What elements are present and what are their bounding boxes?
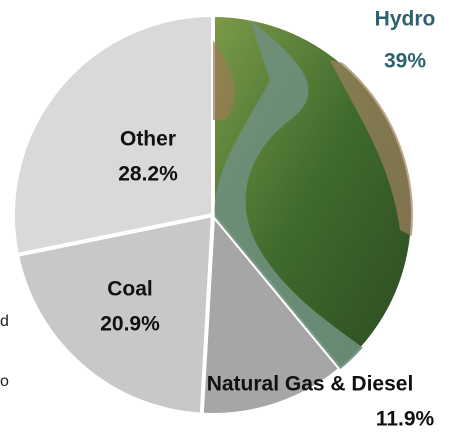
chart: d o Hydro 39% Natural Gas & Diesel 11.9% Coa… bbox=[0, 0, 463, 438]
slice-label: Other bbox=[120, 128, 176, 151]
slice-label: Natural Gas & Diesel bbox=[207, 373, 414, 396]
slice-value: 28.2% bbox=[118, 163, 178, 186]
slice-label: Coal bbox=[107, 278, 153, 301]
slice-value: 20.9% bbox=[100, 313, 160, 336]
cropped-text: o bbox=[0, 373, 9, 390]
cropped-text: d bbox=[0, 313, 9, 330]
slice-value: 11.9% bbox=[376, 408, 435, 431]
slice-label: Hydro bbox=[375, 8, 436, 31]
pie-slice bbox=[13, 15, 213, 255]
slice-value: 39% bbox=[384, 50, 426, 73]
page: {"chart_data": {"type": "pie", "categori… bbox=[0, 0, 463, 438]
